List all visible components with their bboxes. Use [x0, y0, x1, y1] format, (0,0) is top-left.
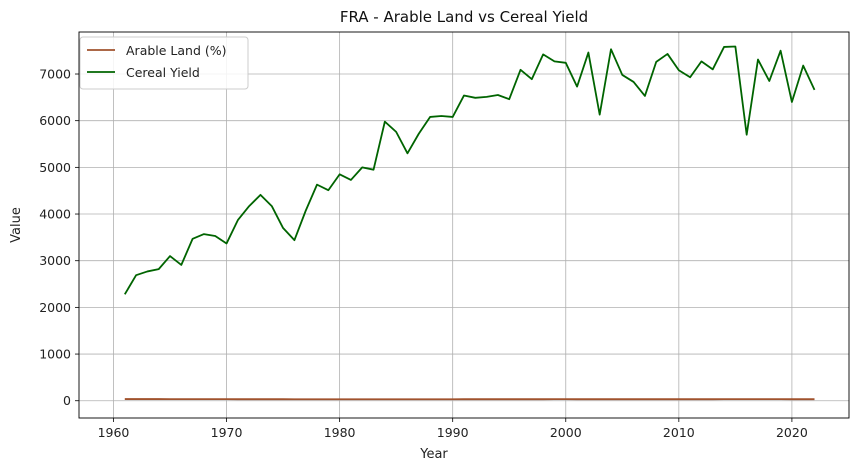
y-tick-label: 5000: [39, 160, 71, 175]
y-tick-label: 2000: [39, 300, 71, 315]
x-axis-label: Year: [419, 447, 448, 462]
x-tick-label: 1960: [98, 425, 130, 440]
plot-frame: [78, 31, 850, 419]
x-tick-label: 2010: [663, 425, 695, 440]
legend-box: [79, 36, 249, 90]
x-tick-label: 1970: [211, 425, 243, 440]
series-layer: [124, 45, 816, 401]
legend-label-cereal-yield: Cereal Yield: [126, 65, 200, 80]
y-tick-label: 3000: [39, 253, 71, 268]
x-tick-label: 2000: [550, 425, 582, 440]
chart-title: FRA - Arable Land vs Cereal Yield: [340, 8, 588, 26]
x-tick-label: 1990: [437, 425, 469, 440]
series-line-cereal-yield: [124, 45, 816, 295]
y-axis-label: Value: [9, 207, 24, 243]
y-axis: 0 1000 2000 3000 4000 5000 6000 7000: [39, 67, 79, 408]
x-axis: 1960 1970 1980 1990 2000 2010 2020: [98, 418, 808, 440]
legend: Arable Land (%) Cereal Yield: [79, 36, 249, 90]
y-tick-label: 4000: [39, 207, 71, 222]
legend-label-arable-land: Arable Land (%): [126, 43, 227, 58]
x-tick-label: 1980: [324, 425, 356, 440]
grid: [79, 32, 849, 418]
y-tick-label: 0: [63, 393, 71, 408]
x-tick-label: 2020: [776, 425, 808, 440]
y-tick-label: 6000: [39, 113, 71, 128]
y-tick-label: 7000: [39, 67, 71, 82]
y-tick-label: 1000: [39, 347, 71, 362]
